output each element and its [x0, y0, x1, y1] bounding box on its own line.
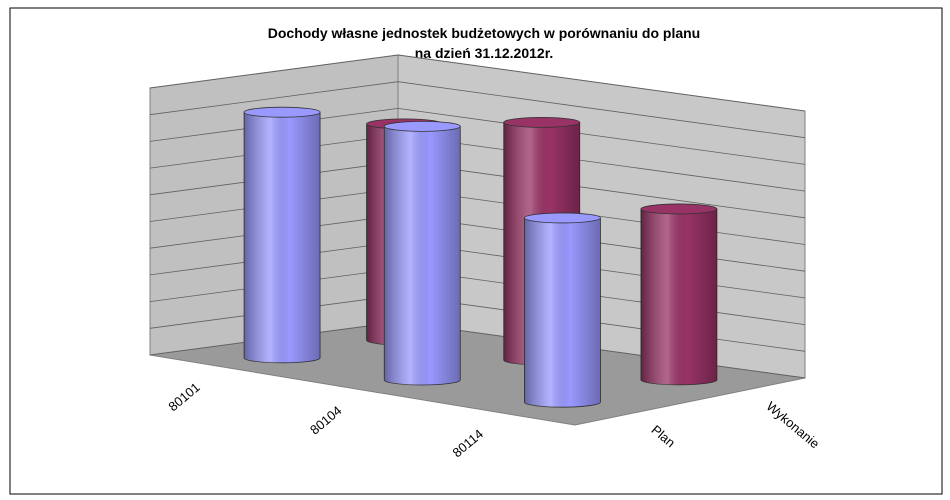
cylinder-top [503, 116, 581, 128]
chart-subtitle: na dzień 31.12.2012r. [415, 45, 554, 61]
cylinder-shade [384, 126, 461, 385]
cylinder-shade [640, 208, 717, 385]
chart-title: Dochody własne jednostek budżetowych w p… [268, 25, 700, 41]
cylinder-top [383, 120, 461, 132]
cylinder-top [640, 203, 718, 215]
cylinder-top [524, 212, 601, 224]
grid-line [149, 81, 806, 139]
cylinder-shade [244, 112, 321, 363]
grid-line [149, 54, 806, 112]
cylinder-top [243, 106, 321, 118]
grid-line [149, 107, 806, 165]
cylinder-shade [524, 217, 601, 408]
